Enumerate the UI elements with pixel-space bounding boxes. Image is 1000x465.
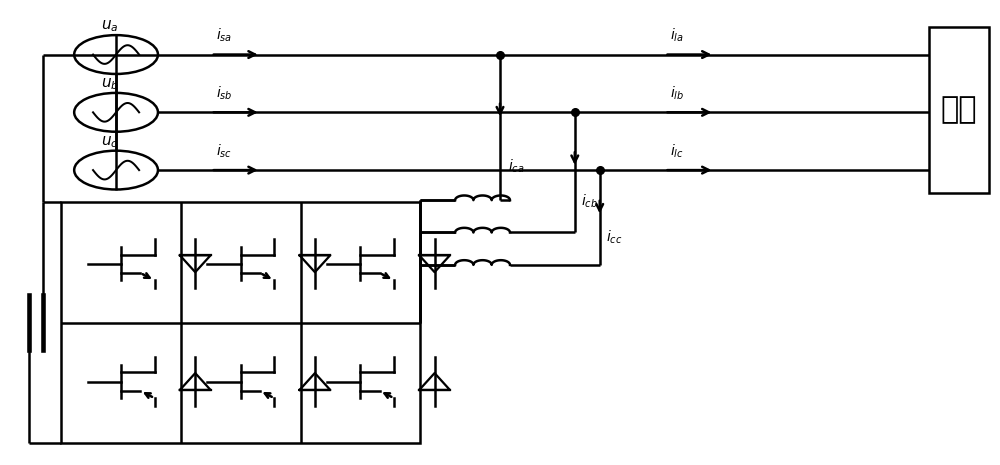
Text: $i_{ca}$: $i_{ca}$ <box>508 157 525 175</box>
Text: $i_{sb}$: $i_{sb}$ <box>216 85 232 102</box>
Bar <box>929 27 989 193</box>
Text: $u_a$: $u_a$ <box>101 19 119 34</box>
Text: $i_{cc}$: $i_{cc}$ <box>606 229 622 246</box>
Text: $i_{sc}$: $i_{sc}$ <box>216 143 232 160</box>
Text: 负载: 负载 <box>940 95 977 125</box>
Text: $u_b$: $u_b$ <box>101 76 119 92</box>
Text: $i_{lb}$: $i_{lb}$ <box>670 85 684 102</box>
Text: $u_c$: $u_c$ <box>101 134 118 150</box>
Text: $i_{cb}$: $i_{cb}$ <box>581 193 598 210</box>
Text: $i_{lc}$: $i_{lc}$ <box>670 143 683 160</box>
Text: $i_{sa}$: $i_{sa}$ <box>216 27 232 44</box>
Text: $i_{la}$: $i_{la}$ <box>670 27 683 44</box>
Bar <box>61 202 420 443</box>
